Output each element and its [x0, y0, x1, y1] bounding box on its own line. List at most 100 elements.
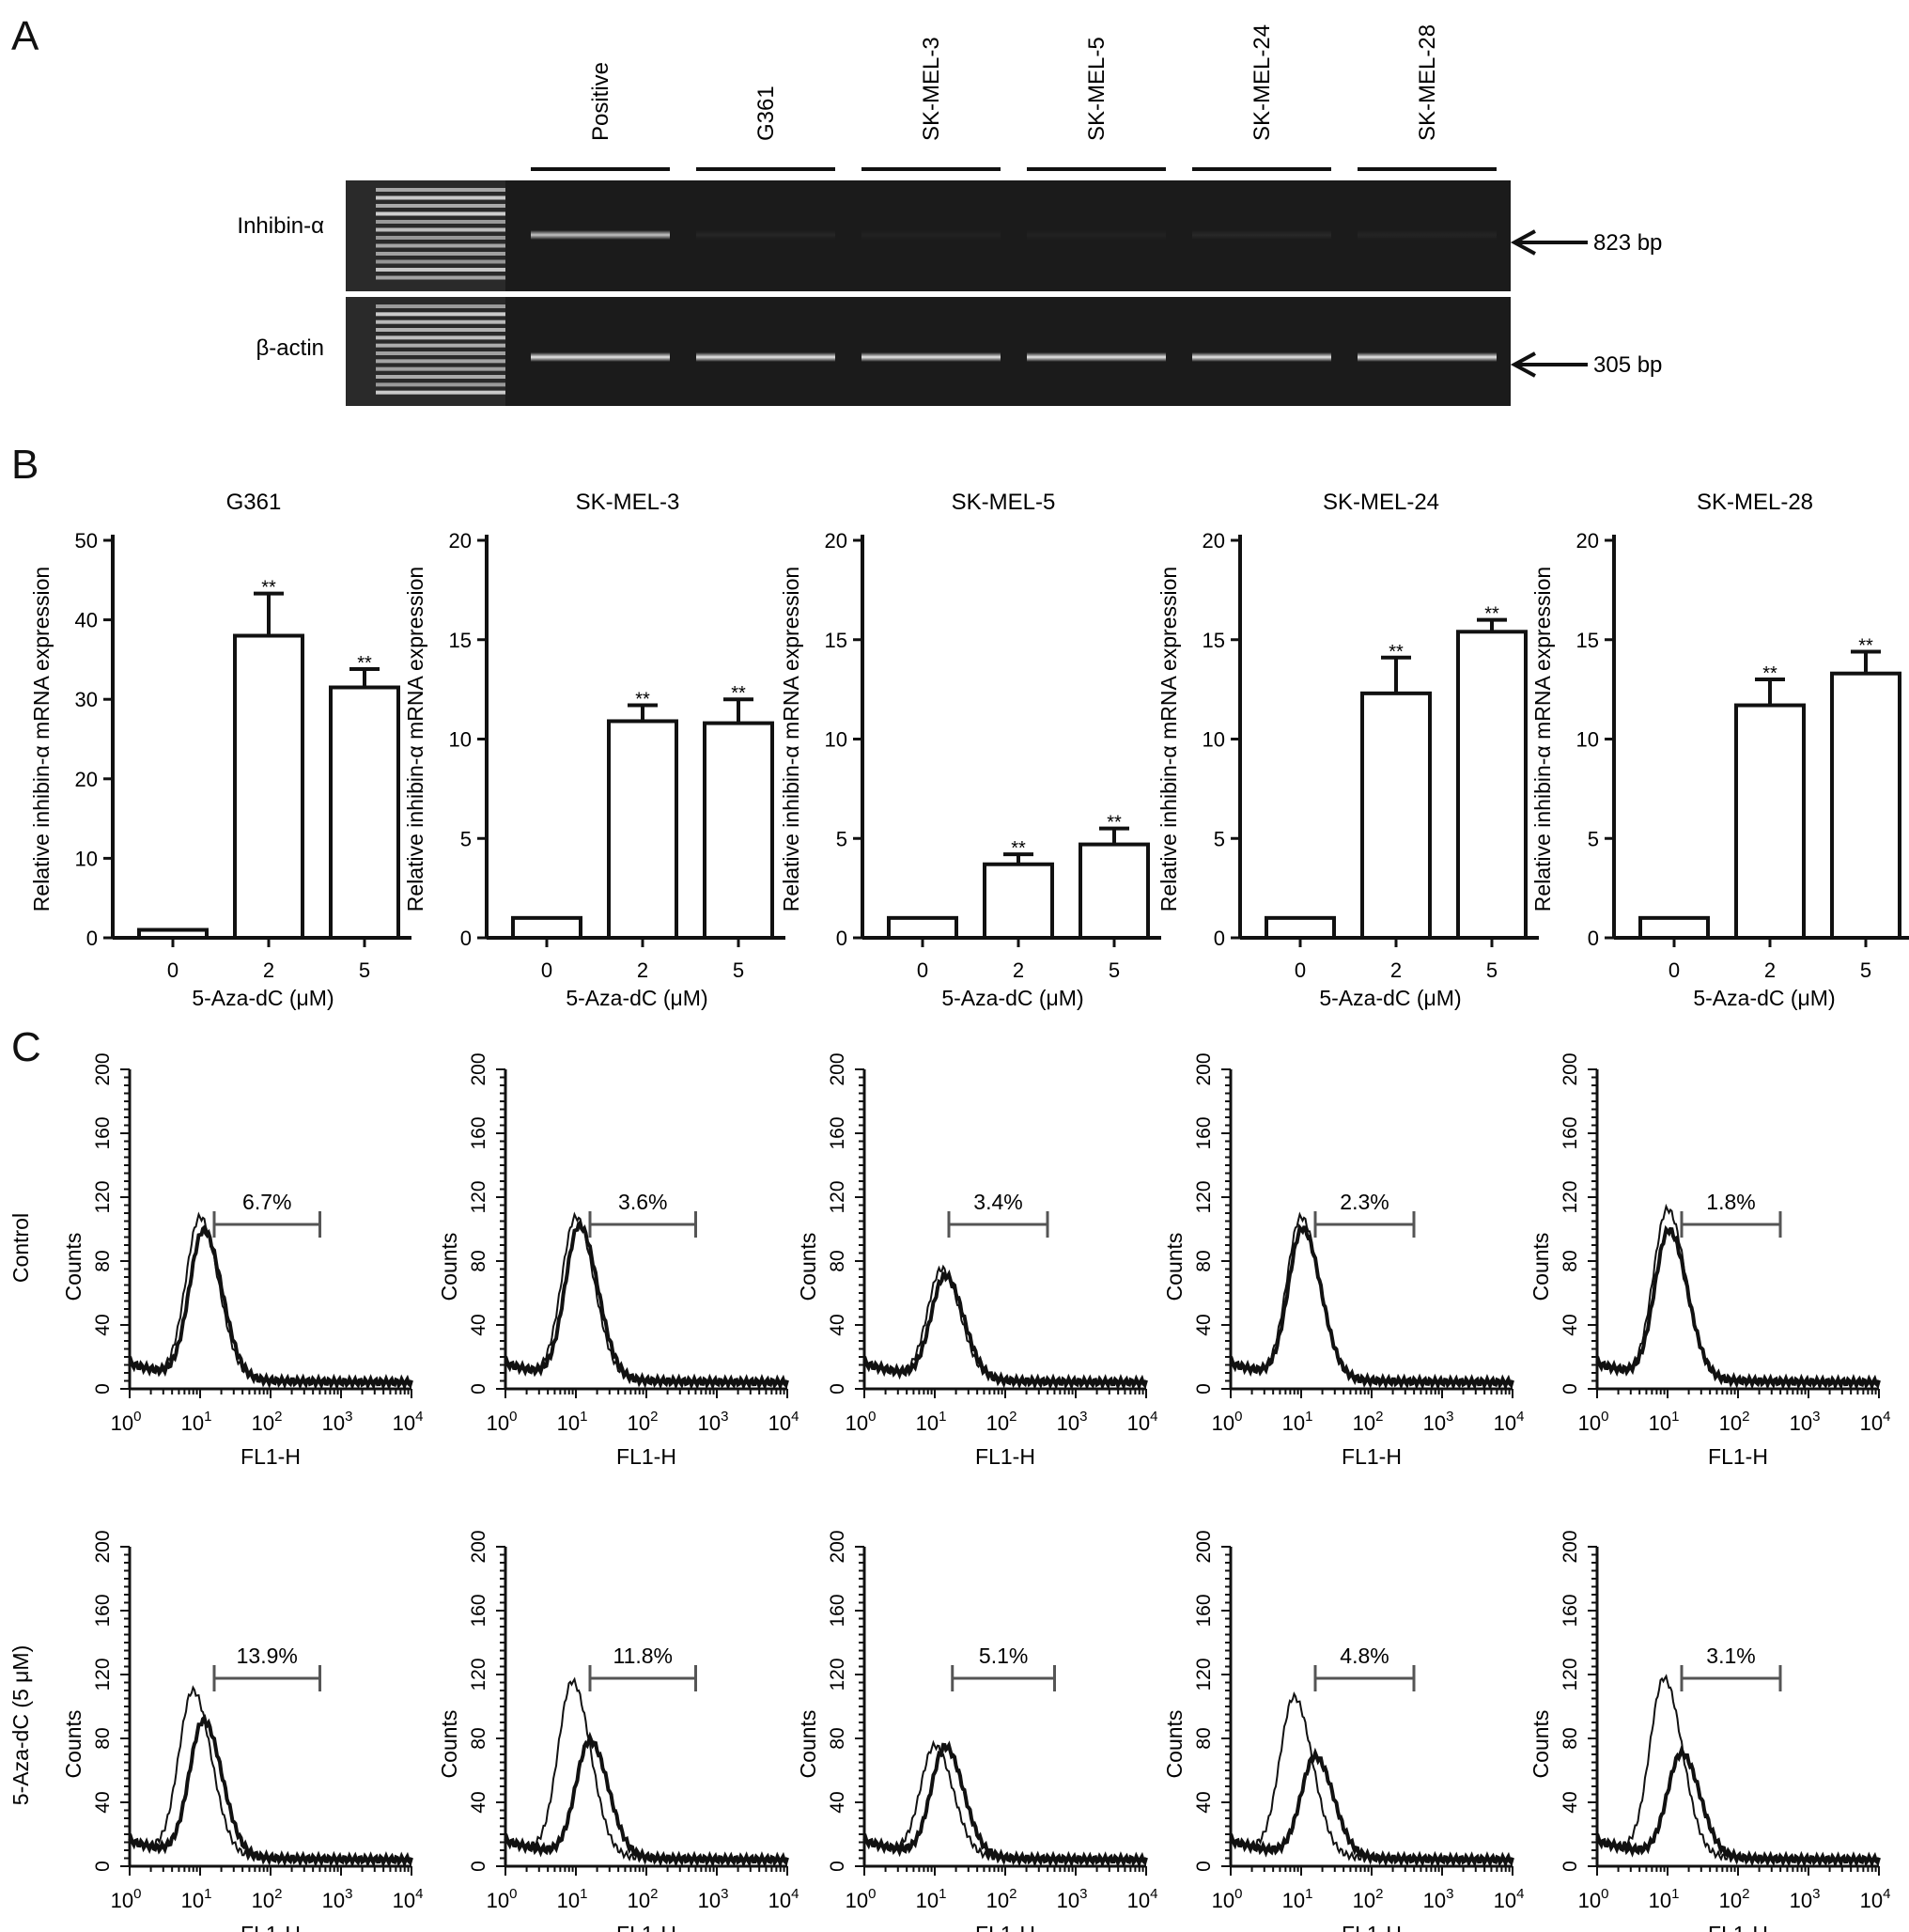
y-tick-label: 80	[92, 1250, 114, 1271]
gel-band	[1192, 352, 1331, 362]
y-tick-label: 160	[1560, 1116, 1581, 1149]
y-tick-label: 20	[449, 529, 472, 553]
y-tick-label: 40	[92, 1314, 114, 1335]
y-tick-label: 0	[468, 1383, 489, 1394]
y-tick-label: 40	[1560, 1314, 1581, 1335]
bar	[139, 930, 207, 938]
y-tick-label: 200	[1193, 1052, 1215, 1085]
y-tick-label: 10	[75, 847, 98, 870]
ladder-band	[376, 304, 505, 308]
bar	[1266, 918, 1334, 938]
bar	[705, 724, 772, 938]
x-tick-label: 101	[1282, 1409, 1313, 1435]
y-axis-label: Relative inhibin-α mRNA expression	[1530, 567, 1555, 911]
control-histogram	[1597, 1676, 1879, 1863]
y-tick-label: 80	[1193, 1250, 1215, 1271]
x-tick-label: 101	[916, 1409, 947, 1435]
x-tick-label: 104	[1494, 1409, 1525, 1435]
bar-chart-3: SK-MEL-505101520Relative inhibin-α mRNA …	[779, 490, 1161, 1010]
ladder-band	[376, 328, 505, 332]
y-tick-label: 160	[468, 1116, 489, 1149]
x-axis-label: FL1-H	[1708, 1444, 1768, 1469]
x-tick-label: 101	[181, 1409, 212, 1435]
y-tick-label: 200	[468, 1052, 489, 1085]
x-axis-label: FL1-H	[616, 1922, 676, 1932]
row-label: Inhibin-α	[237, 213, 324, 239]
x-axis-label: FL1-H	[1708, 1922, 1768, 1932]
ladder-band	[376, 359, 505, 363]
x-tick-label: 2	[637, 958, 648, 982]
ladder-band	[376, 391, 505, 395]
y-tick-label: 0	[1560, 1861, 1581, 1872]
gate-percentage: 3.1%	[1706, 1644, 1755, 1668]
y-tick-label: 120	[1193, 1658, 1215, 1690]
y-tick-label: 40	[1193, 1791, 1215, 1813]
y-tick-label: 120	[1193, 1180, 1215, 1213]
y-tick-label: 200	[827, 1052, 848, 1085]
bar-chart-5: SK-MEL-2805101520Relative inhibin-α mRNA…	[1530, 490, 1909, 1010]
gate-percentage: 3.4%	[973, 1190, 1022, 1214]
y-tick-label: 5	[1588, 827, 1599, 850]
x-tick-label: 100	[487, 1886, 518, 1912]
treated-histogram	[505, 1737, 787, 1863]
bar	[1362, 693, 1430, 938]
y-tick-label: 40	[827, 1314, 848, 1335]
y-tick-label: 120	[827, 1658, 848, 1690]
x-tick-label: 0	[1295, 958, 1306, 982]
y-tick-label: 15	[1576, 629, 1599, 652]
y-tick-label: 40	[468, 1314, 489, 1335]
x-tick-label: 102	[252, 1886, 283, 1912]
flow-histogram-2-3: 04080120160200Counts100101102103104FL1-H…	[796, 1530, 1157, 1932]
y-tick-label: 10	[1576, 728, 1599, 752]
gel-band	[1358, 230, 1497, 240]
x-axis-label: 5-Aza-dC (μM)	[566, 986, 707, 1010]
x-tick-label: 101	[1649, 1886, 1680, 1912]
x-tick-label: 102	[628, 1409, 659, 1435]
x-tick-label: 101	[557, 1886, 588, 1912]
bar	[1080, 845, 1148, 938]
treated-histogram	[1597, 1229, 1879, 1385]
y-tick-label: 80	[468, 1727, 489, 1749]
gate-percentage: 13.9%	[237, 1644, 298, 1668]
y-tick-label: 15	[449, 629, 472, 652]
gel-band	[861, 352, 1001, 362]
x-tick-label: 100	[1212, 1886, 1243, 1912]
y-tick-label: 10	[825, 728, 847, 752]
bar	[1736, 706, 1804, 938]
x-tick-label: 104	[1860, 1886, 1891, 1912]
y-tick-label: 160	[827, 1594, 848, 1627]
lane-label: G361	[753, 86, 779, 141]
chart-title: SK-MEL-28	[1697, 490, 1813, 515]
bar-chart-4: SK-MEL-2405101520Relative inhibin-α mRNA…	[1156, 490, 1539, 1010]
significance-label: **	[1858, 635, 1873, 656]
y-axis-label: Counts	[796, 1710, 820, 1779]
x-axis-label: 5-Aza-dC (μM)	[941, 986, 1083, 1010]
y-tick-label: 200	[1560, 1052, 1581, 1085]
flow-histogram-2-2: 0 40 80 120 160 200 Counts 100 101 102 103 104 FL1-H…	[437, 1530, 799, 1932]
ladder-band	[376, 367, 505, 371]
x-axis-label: 5-Aza-dC (μM)	[192, 986, 334, 1010]
y-tick-label: 80	[827, 1727, 848, 1749]
y-axis-label: Counts	[437, 1710, 461, 1779]
flow-histogram-1-2: 04080120160200Counts100 101 102 103 104FL1-H…	[437, 1052, 799, 1469]
chart-title: SK-MEL-5	[952, 490, 1056, 515]
gate-percentage: 4.8%	[1340, 1644, 1389, 1668]
y-tick-label: 20	[1203, 529, 1225, 553]
y-tick-label: 160	[1193, 1594, 1215, 1627]
y-tick-label: 40	[827, 1791, 848, 1813]
y-tick-label: 20	[825, 529, 847, 553]
significance-label: **	[1011, 838, 1026, 859]
x-tick-label: 102	[1719, 1886, 1750, 1912]
bar	[889, 918, 956, 938]
significance-label: **	[1389, 642, 1404, 662]
lane-label: SK-MEL-5	[1084, 37, 1110, 141]
flow-histogram-1-3: 0 40 80 120 160 200 Counts 100 101 102 103 104 FL1-H…	[796, 1052, 1157, 1469]
x-tick-label: 100	[846, 1409, 877, 1435]
row-label: β-actin	[256, 335, 325, 361]
significance-label: **	[1762, 663, 1777, 684]
x-tick-label: 104	[1127, 1409, 1158, 1435]
x-axis-label: FL1-H	[975, 1922, 1035, 1932]
flow-histogram-1-1: 04080120160200Counts100 101 102 103 104FL1-H…	[61, 1052, 423, 1469]
x-tick-label: 5	[1860, 958, 1871, 982]
ladder-band	[376, 276, 505, 280]
